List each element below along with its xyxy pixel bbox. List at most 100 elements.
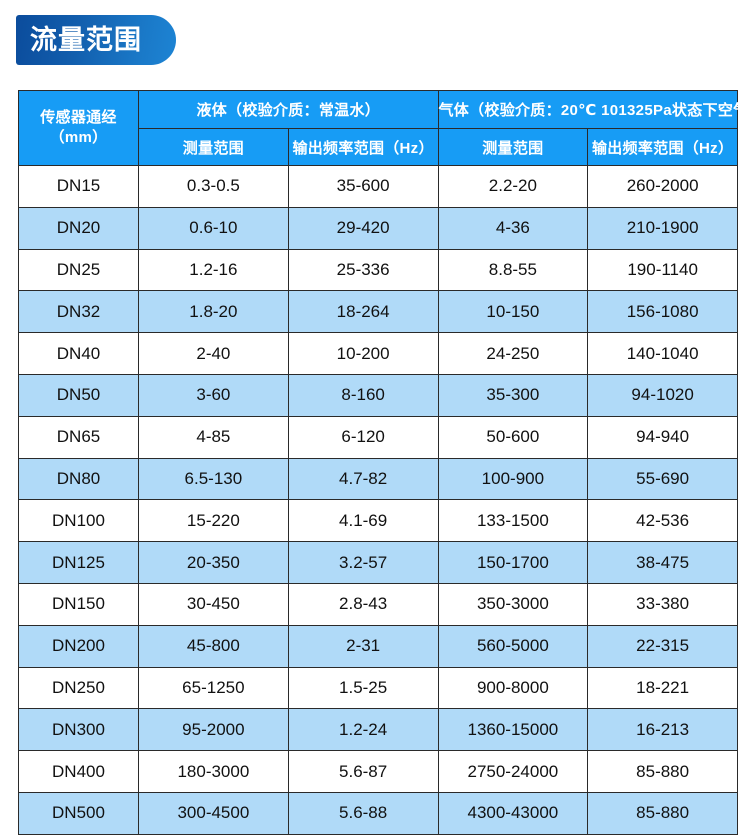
cell-sensor-bore: DN32 — [18, 290, 139, 334]
cell-liquid-output-frequency: 1.2-24 — [287, 708, 439, 752]
cell-gas-measure-range: 10-150 — [437, 290, 589, 334]
cell-sensor-bore: DN500 — [18, 791, 139, 835]
header-sensor-bore-line1: 传感器通经 — [40, 108, 117, 126]
cell-gas-output-frequency: 85-880 — [587, 791, 738, 835]
cell-liquid-output-frequency: 10-200 — [287, 332, 439, 375]
header-liquid-output-frequency: 输出频率范围（Hz） — [287, 128, 439, 166]
table-row: DN40 2-40 10-200 24-250 140-1040 — [18, 332, 738, 375]
section-title-badge: 流量范围 — [16, 15, 176, 65]
cell-liquid-output-frequency: 29-420 — [287, 206, 439, 250]
cell-gas-output-frequency: 22-315 — [587, 624, 738, 668]
header-liquid-group: 液体（校验介质：常温水） — [138, 90, 439, 129]
table-row: DN65 4-85 6-120 50-600 94-940 — [18, 415, 738, 459]
cell-liquid-measure-range: 45-800 — [138, 624, 289, 668]
cell-liquid-output-frequency: 4.7-82 — [287, 457, 439, 501]
cell-gas-output-frequency: 140-1040 — [587, 332, 738, 375]
cell-gas-measure-range: 50-600 — [437, 415, 589, 459]
cell-liquid-measure-range: 95-2000 — [138, 708, 289, 752]
cell-gas-output-frequency: 94-1020 — [587, 373, 738, 417]
cell-liquid-measure-range: 300-4500 — [138, 791, 289, 835]
cell-gas-measure-range: 350-3000 — [437, 582, 589, 626]
table-row: DN150 30-450 2.8-43 350-3000 33-380 — [18, 582, 738, 626]
header-gas-measure-range: 测量范围 — [437, 128, 589, 166]
table-row: DN50 3-60 8-160 35-300 94-1020 — [18, 373, 738, 417]
table-row: DN100 15-220 4.1-69 133-1500 42-536 — [18, 499, 738, 543]
header-gas-group: 气体（校验介质：20℃ 101325Pa状态下空气） — [437, 90, 750, 129]
table-row: DN80 6.5-130 4.7-82 100-900 55-690 — [18, 457, 738, 501]
cell-gas-output-frequency: 42-536 — [587, 499, 738, 543]
cell-liquid-measure-range: 0.6-10 — [138, 206, 289, 250]
cell-liquid-measure-range: 4-85 — [138, 415, 289, 459]
cell-liquid-output-frequency: 4.1-69 — [287, 499, 439, 543]
cell-gas-measure-range: 150-1700 — [437, 541, 589, 584]
cell-liquid-measure-range: 0.3-0.5 — [138, 165, 289, 208]
cell-gas-measure-range: 24-250 — [437, 332, 589, 375]
table-row: DN32 1.8-20 18-264 10-150 156-1080 — [18, 290, 738, 334]
page-root: 流量范围 传感器通经 （mm） 液体（校验介质：常温水） 气体（校验介质：20℃… — [16, 15, 738, 835]
cell-liquid-output-frequency: 2.8-43 — [287, 582, 439, 626]
table-header: 传感器通经 （mm） 液体（校验介质：常温水） 气体（校验介质：20℃ 1013… — [18, 90, 750, 166]
cell-gas-measure-range: 1360-15000 — [437, 708, 589, 752]
cell-liquid-measure-range: 180-3000 — [138, 750, 289, 793]
table-header-row-group: 传感器通经 （mm） 液体（校验介质：常温水） 气体（校验介质：20℃ 1013… — [18, 90, 750, 166]
cell-gas-output-frequency: 55-690 — [587, 457, 738, 501]
cell-liquid-measure-range: 30-450 — [138, 582, 289, 626]
table-row: DN400 180-3000 5.6-87 2750-24000 85-880 — [18, 750, 738, 793]
table-body: DN15 0.3-0.5 35-600 2.2-20 260-2000 DN20 0.6-1… — [18, 165, 738, 835]
header-sensor-bore: 传感器通经 （mm） — [18, 90, 139, 166]
cell-gas-measure-range: 2.2-20 — [437, 165, 589, 208]
header-gas-output-frequency: 输出频率范围（Hz） — [587, 128, 738, 166]
table-row: DN20 0.6-10 29-420 4-36 210-1900 — [18, 206, 738, 250]
cell-gas-output-frequency: 33-380 — [587, 582, 738, 626]
cell-gas-measure-range: 4-36 — [437, 206, 589, 250]
cell-sensor-bore: DN15 — [18, 165, 139, 208]
cell-sensor-bore: DN50 — [18, 373, 139, 417]
header-liquid-measure-range: 测量范围 — [138, 128, 289, 166]
cell-gas-output-frequency: 190-1140 — [587, 248, 738, 292]
table-row: DN300 95-2000 1.2-24 1360-15000 16-213 — [18, 708, 738, 752]
cell-liquid-output-frequency: 18-264 — [287, 290, 439, 334]
cell-liquid-measure-range: 2-40 — [138, 332, 289, 375]
cell-liquid-output-frequency: 1.5-25 — [287, 666, 439, 710]
cell-gas-measure-range: 560-5000 — [437, 624, 589, 668]
cell-liquid-measure-range: 6.5-130 — [138, 457, 289, 501]
cell-liquid-measure-range: 3-60 — [138, 373, 289, 417]
table-row: DN25 1.2-16 25-336 8.8-55 190-1140 — [18, 248, 738, 292]
cell-gas-measure-range: 2750-24000 — [437, 750, 589, 793]
cell-gas-measure-range: 35-300 — [437, 373, 589, 417]
cell-liquid-measure-range: 20-350 — [138, 541, 289, 584]
cell-liquid-output-frequency: 5.6-87 — [287, 750, 439, 793]
cell-gas-measure-range: 8.8-55 — [437, 248, 589, 292]
table-row: DN125 20-350 3.2-57 150-1700 38-475 — [18, 541, 738, 584]
table-row: DN200 45-800 2-31 560-5000 22-315 — [18, 624, 738, 668]
cell-gas-output-frequency: 94-940 — [587, 415, 738, 459]
table-row: DN15 0.3-0.5 35-600 2.2-20 260-2000 — [18, 165, 738, 208]
cell-gas-output-frequency: 210-1900 — [587, 206, 738, 250]
cell-sensor-bore: DN65 — [18, 415, 139, 459]
cell-gas-output-frequency: 85-880 — [587, 750, 738, 793]
cell-sensor-bore: DN100 — [18, 499, 139, 543]
cell-gas-measure-range: 900-8000 — [437, 666, 589, 710]
table-row: DN500 300-4500 5.6-88 4300-43000 85-880 — [18, 791, 738, 835]
cell-sensor-bore: DN150 — [18, 582, 139, 626]
table-header-row-sub: 测量范围 输出频率范围（Hz） 测量范围 输出频率范围（Hz） — [19, 128, 738, 166]
cell-sensor-bore: DN25 — [18, 248, 139, 292]
cell-liquid-measure-range: 15-220 — [138, 499, 289, 543]
cell-gas-measure-range: 4300-43000 — [437, 791, 589, 835]
flow-range-table: 传感器通经 （mm） 液体（校验介质：常温水） 气体（校验介质：20℃ 1013… — [18, 90, 750, 835]
cell-gas-measure-range: 133-1500 — [437, 499, 589, 543]
cell-gas-output-frequency: 16-213 — [587, 708, 738, 752]
cell-gas-output-frequency: 260-2000 — [587, 165, 738, 208]
cell-sensor-bore: DN400 — [18, 750, 139, 793]
cell-sensor-bore: DN20 — [18, 206, 139, 250]
cell-liquid-output-frequency: 5.6-88 — [287, 791, 439, 835]
cell-gas-measure-range: 100-900 — [437, 457, 589, 501]
cell-liquid-measure-range: 1.2-16 — [138, 248, 289, 292]
cell-liquid-measure-range: 1.8-20 — [138, 290, 289, 334]
cell-sensor-bore: DN200 — [18, 624, 139, 668]
cell-liquid-output-frequency: 6-120 — [287, 415, 439, 459]
cell-liquid-output-frequency: 8-160 — [287, 373, 439, 417]
cell-liquid-output-frequency: 2-31 — [287, 624, 439, 668]
cell-liquid-measure-range: 65-1250 — [138, 666, 289, 710]
cell-sensor-bore: DN250 — [18, 666, 139, 710]
